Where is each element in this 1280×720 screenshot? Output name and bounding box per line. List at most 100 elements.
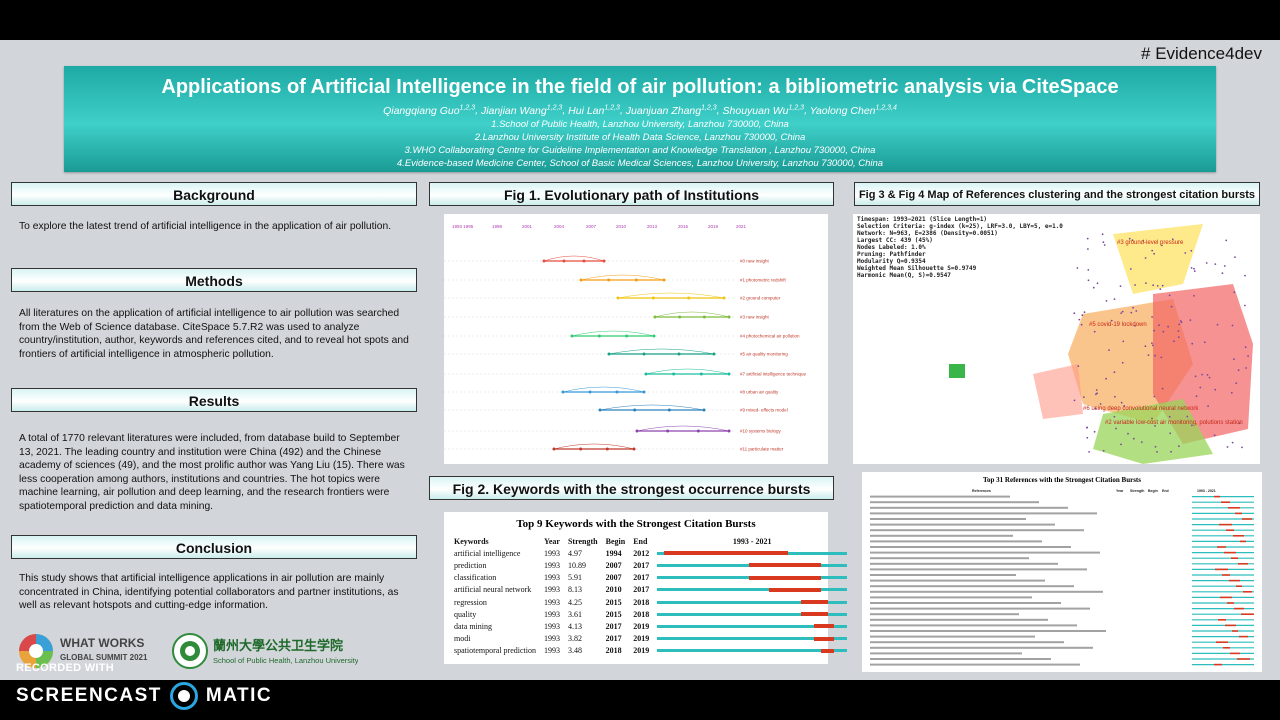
timeline-node <box>712 352 716 356</box>
network-node <box>1231 441 1234 444</box>
network-node <box>1160 356 1163 359</box>
network-node <box>1086 436 1089 439</box>
begin-cell: 2015 <box>605 597 622 607</box>
keyword-burst-row: quality 1993 3.61 2015 2018 <box>450 608 851 620</box>
author-affiliation-sup: 1,2,3 <box>546 104 563 111</box>
year-cell: 1993 <box>543 560 560 570</box>
poster: # Evidence4dev Applications of Artificia… <box>0 40 1280 680</box>
network-node <box>1154 354 1156 357</box>
map-info-line: Selection Criteria: g-index (k=25), LRF=… <box>857 223 1063 230</box>
network-node <box>1235 382 1238 384</box>
network-node <box>1113 298 1116 300</box>
network-node <box>1171 238 1174 241</box>
timeline-svg: 1993 1995 1998 2001 2004 2007 2010 2013 2016 201… <box>444 224 807 452</box>
burst-segment <box>820 648 835 653</box>
timeline-node <box>633 408 637 412</box>
network-node <box>1161 284 1164 287</box>
whatworks-logo-icon <box>19 634 53 668</box>
strength-cell: 4.97 <box>567 548 582 558</box>
cluster-map: Timespan: 1993–2021 (Slice Length=1) Sele… <box>853 214 1260 464</box>
network-node <box>1214 388 1217 391</box>
ref-entry-line <box>870 551 1100 554</box>
network-node <box>1152 284 1155 287</box>
screencast-matic-brand[interactable]: SCREENCAST MATIC <box>16 682 272 710</box>
network-node <box>1078 318 1081 321</box>
year-cell: 1993 <box>543 597 560 607</box>
timeline-node <box>727 315 731 319</box>
ref-entry-line <box>870 658 1051 660</box>
network-node <box>1113 415 1116 418</box>
network-node <box>1170 450 1172 453</box>
refs-table-header: 1993 - 2021 <box>1197 489 1216 493</box>
author-name: Hui Lan1,2,3 <box>568 104 620 117</box>
lzu-emblem-icon <box>172 633 208 669</box>
network-node <box>1088 451 1090 453</box>
burst-segment <box>814 624 835 629</box>
network-node <box>1223 265 1226 267</box>
timeline-node <box>653 315 657 319</box>
network-node <box>1140 441 1143 443</box>
network-node <box>1101 233 1104 236</box>
timeline-node <box>582 259 586 263</box>
timeline-cluster-label: #4 photochemical air pollution <box>740 334 800 339</box>
network-node <box>1191 424 1193 427</box>
timeline-year-label: 2010 <box>616 224 627 229</box>
network-node <box>1093 430 1096 433</box>
map-label-6: #6 using deep convolutional neural netwo… <box>1083 406 1199 412</box>
fig2-heading: Fig 2. Keywords with the strongest occur… <box>429 476 834 500</box>
whatworks-subtext: GLOBAL SUMMIT 2021 <box>60 653 148 662</box>
burst-bar-cell <box>653 645 851 657</box>
network-node <box>1132 437 1135 440</box>
timeline-cluster-label: #0 new insight <box>740 259 770 264</box>
timeline-cluster-arc <box>617 292 725 299</box>
network-node <box>1105 300 1108 302</box>
strength-cell: 3.61 <box>567 609 582 619</box>
keyword-cell: quality <box>454 609 477 619</box>
keyword-cell: regression <box>454 597 487 607</box>
burst-baseline <box>657 612 848 617</box>
network-node <box>1216 323 1219 326</box>
whatworks-text: WHAT WORKS <box>60 636 144 650</box>
network-node <box>1205 262 1208 264</box>
timeline-cluster-label: #7 artificial intelligence technique <box>740 372 807 377</box>
timeline-node <box>651 296 655 300</box>
network-node <box>1151 417 1153 420</box>
network-node <box>1207 405 1209 407</box>
network-node <box>1153 329 1155 332</box>
burst-segment <box>801 600 828 605</box>
network-node <box>1144 257 1147 259</box>
references-burst-panel: Top 31 References with the Strongest Cit… <box>862 472 1262 672</box>
ref-entry-line <box>870 624 1077 627</box>
keyword-table-header: Begin <box>605 536 626 546</box>
begin-cell: 2015 <box>605 609 622 619</box>
network-node <box>1147 354 1150 356</box>
timeline-node <box>696 429 700 433</box>
timeline-node <box>702 315 706 319</box>
keyword-cell: data mining <box>454 621 492 631</box>
ref-entry-line <box>870 506 1068 509</box>
author-name: Yaolong Chen1,2,3,4 <box>809 104 897 117</box>
record-icon <box>169 682 198 710</box>
ref-entry-line <box>870 512 1097 515</box>
timeline-cluster-label: #8 urban air quality <box>740 390 779 395</box>
network-node <box>1194 375 1197 378</box>
timeline-cluster-label: #1 photometric redshift <box>740 278 787 283</box>
keyword-cell: artificial neural network <box>454 585 532 595</box>
cluster-2-shape <box>1093 399 1213 464</box>
begin-cell: 2007 <box>605 560 622 570</box>
ref-entry-line <box>870 585 1074 588</box>
timeline-cluster-label: #11 particulate matter <box>740 447 784 452</box>
network-node <box>1087 269 1090 271</box>
timeline-node <box>625 334 629 338</box>
network-node <box>1087 248 1089 250</box>
refs-table-header: References <box>972 489 991 493</box>
ref-entry-line <box>870 663 1080 666</box>
map-info-line: Timespan: 1993–2021 (Slice Length=1) <box>857 216 988 223</box>
timeline-node <box>552 447 556 451</box>
year-cell: 1993 <box>543 573 560 583</box>
burst-baseline <box>657 648 848 653</box>
network-node <box>1201 373 1203 376</box>
background-heading: Background <box>11 182 417 206</box>
timeline-node <box>607 278 611 282</box>
network-node <box>1099 403 1102 405</box>
